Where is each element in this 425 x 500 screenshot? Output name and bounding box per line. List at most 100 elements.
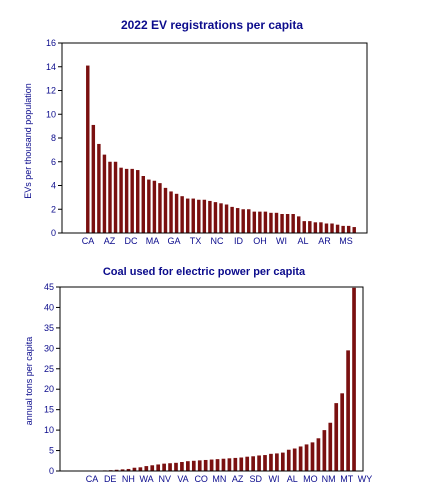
bar	[257, 455, 261, 471]
bar	[296, 216, 301, 234]
ev-registrations-panel: 2022 EV registrations per capita EVs per…	[23, 18, 368, 246]
y-tick-label: 2	[51, 204, 56, 214]
x-tick-labels: CA DE NH WA NV VA CO MN AZ SD WI AL MO NM MT WY	[86, 474, 373, 484]
x-tick-label: WI	[276, 236, 287, 246]
y-tick-label: 14	[46, 62, 56, 72]
bar	[328, 422, 333, 471]
y-tick-label: 10	[44, 425, 54, 435]
x-tick-label: SD	[250, 474, 263, 484]
bar	[120, 469, 125, 471]
bar	[186, 461, 190, 471]
coal-power-panel: Coal used for electric power per capita …	[24, 266, 372, 484]
y-axis-label: annual tons per capita	[24, 337, 34, 426]
y-tick-label: 40	[44, 302, 54, 312]
bar	[108, 161, 112, 233]
bar	[197, 199, 201, 233]
x-tick-label: NC	[211, 236, 224, 246]
bar	[263, 211, 268, 234]
y-tick-label: 12	[46, 86, 56, 96]
x-tick-label: VA	[177, 474, 188, 484]
x-tick-label: WA	[140, 474, 154, 484]
bar	[340, 393, 344, 471]
plot-frame	[59, 286, 364, 472]
bar	[152, 180, 157, 233]
bar	[310, 442, 315, 471]
x-tick-label: MS	[339, 236, 353, 246]
bar	[124, 168, 129, 234]
bar	[215, 459, 220, 471]
y-tick-label: 4	[51, 181, 56, 191]
x-tick-label: CA	[82, 236, 95, 246]
bar	[352, 287, 356, 471]
bar	[324, 223, 329, 233]
bar	[158, 183, 162, 234]
bar	[113, 161, 118, 233]
bar	[180, 196, 184, 233]
bar	[346, 225, 351, 234]
bar	[180, 462, 184, 471]
bar	[91, 124, 96, 233]
bar	[304, 444, 309, 471]
x-tick-label: DC	[125, 236, 138, 246]
x-tick-label: NM	[322, 474, 336, 484]
bar	[330, 223, 334, 233]
bar	[239, 457, 244, 471]
bar	[308, 221, 312, 234]
bar	[156, 464, 161, 471]
bar	[352, 227, 356, 233]
plot-frame	[61, 42, 368, 234]
x-tick-label: OH	[253, 236, 267, 246]
bar	[291, 214, 295, 233]
y-tick-label: 0	[49, 466, 54, 476]
x-tick-label: MT	[340, 474, 353, 484]
bar	[208, 200, 212, 233]
bar	[130, 168, 134, 234]
bar	[163, 187, 168, 234]
bar	[247, 209, 251, 233]
bar	[213, 202, 218, 234]
bars	[91, 287, 356, 471]
bar	[341, 225, 345, 234]
bar	[203, 459, 208, 471]
bar	[319, 222, 323, 233]
bar	[150, 465, 155, 471]
y-tick-label: 10	[46, 109, 56, 119]
bar	[169, 191, 173, 233]
x-tick-labels: CA AZ DC MA GA TX NC ID OH WI AL AR MS	[82, 236, 353, 246]
y-ticks: 0 2 4 6 8 10 12 14 16	[46, 38, 62, 238]
x-tick-label: TX	[190, 236, 202, 246]
bar	[162, 463, 166, 471]
bar	[251, 456, 255, 471]
bar	[316, 438, 321, 471]
y-tick-label: 0	[51, 228, 56, 238]
bar	[221, 458, 226, 471]
bar	[185, 198, 190, 233]
bar	[141, 176, 145, 233]
bar	[132, 467, 137, 471]
bar	[174, 462, 178, 471]
bar	[245, 456, 250, 471]
bar	[136, 170, 140, 233]
bar	[285, 214, 290, 233]
bar	[346, 350, 350, 471]
bar	[335, 224, 340, 233]
bar	[191, 198, 195, 233]
y-tick-label: 8	[51, 133, 56, 143]
bar	[230, 206, 234, 234]
bar	[114, 469, 119, 471]
x-tick-label: ID	[234, 236, 244, 246]
bar	[263, 455, 267, 471]
bar	[86, 65, 90, 233]
bar	[138, 467, 143, 471]
y-tick-label: 45	[44, 282, 54, 292]
bar	[269, 453, 273, 471]
bar	[202, 199, 207, 233]
bar	[302, 221, 306, 234]
bar	[168, 463, 172, 471]
y-ticks: 0 5 10 15 20 25 30 35 40 45	[44, 282, 60, 476]
x-tick-label: WY	[358, 474, 373, 484]
x-tick-label: AL	[287, 474, 298, 484]
y-tick-label: 25	[44, 364, 54, 374]
x-tick-label: CO	[194, 474, 208, 484]
bar	[275, 453, 279, 471]
